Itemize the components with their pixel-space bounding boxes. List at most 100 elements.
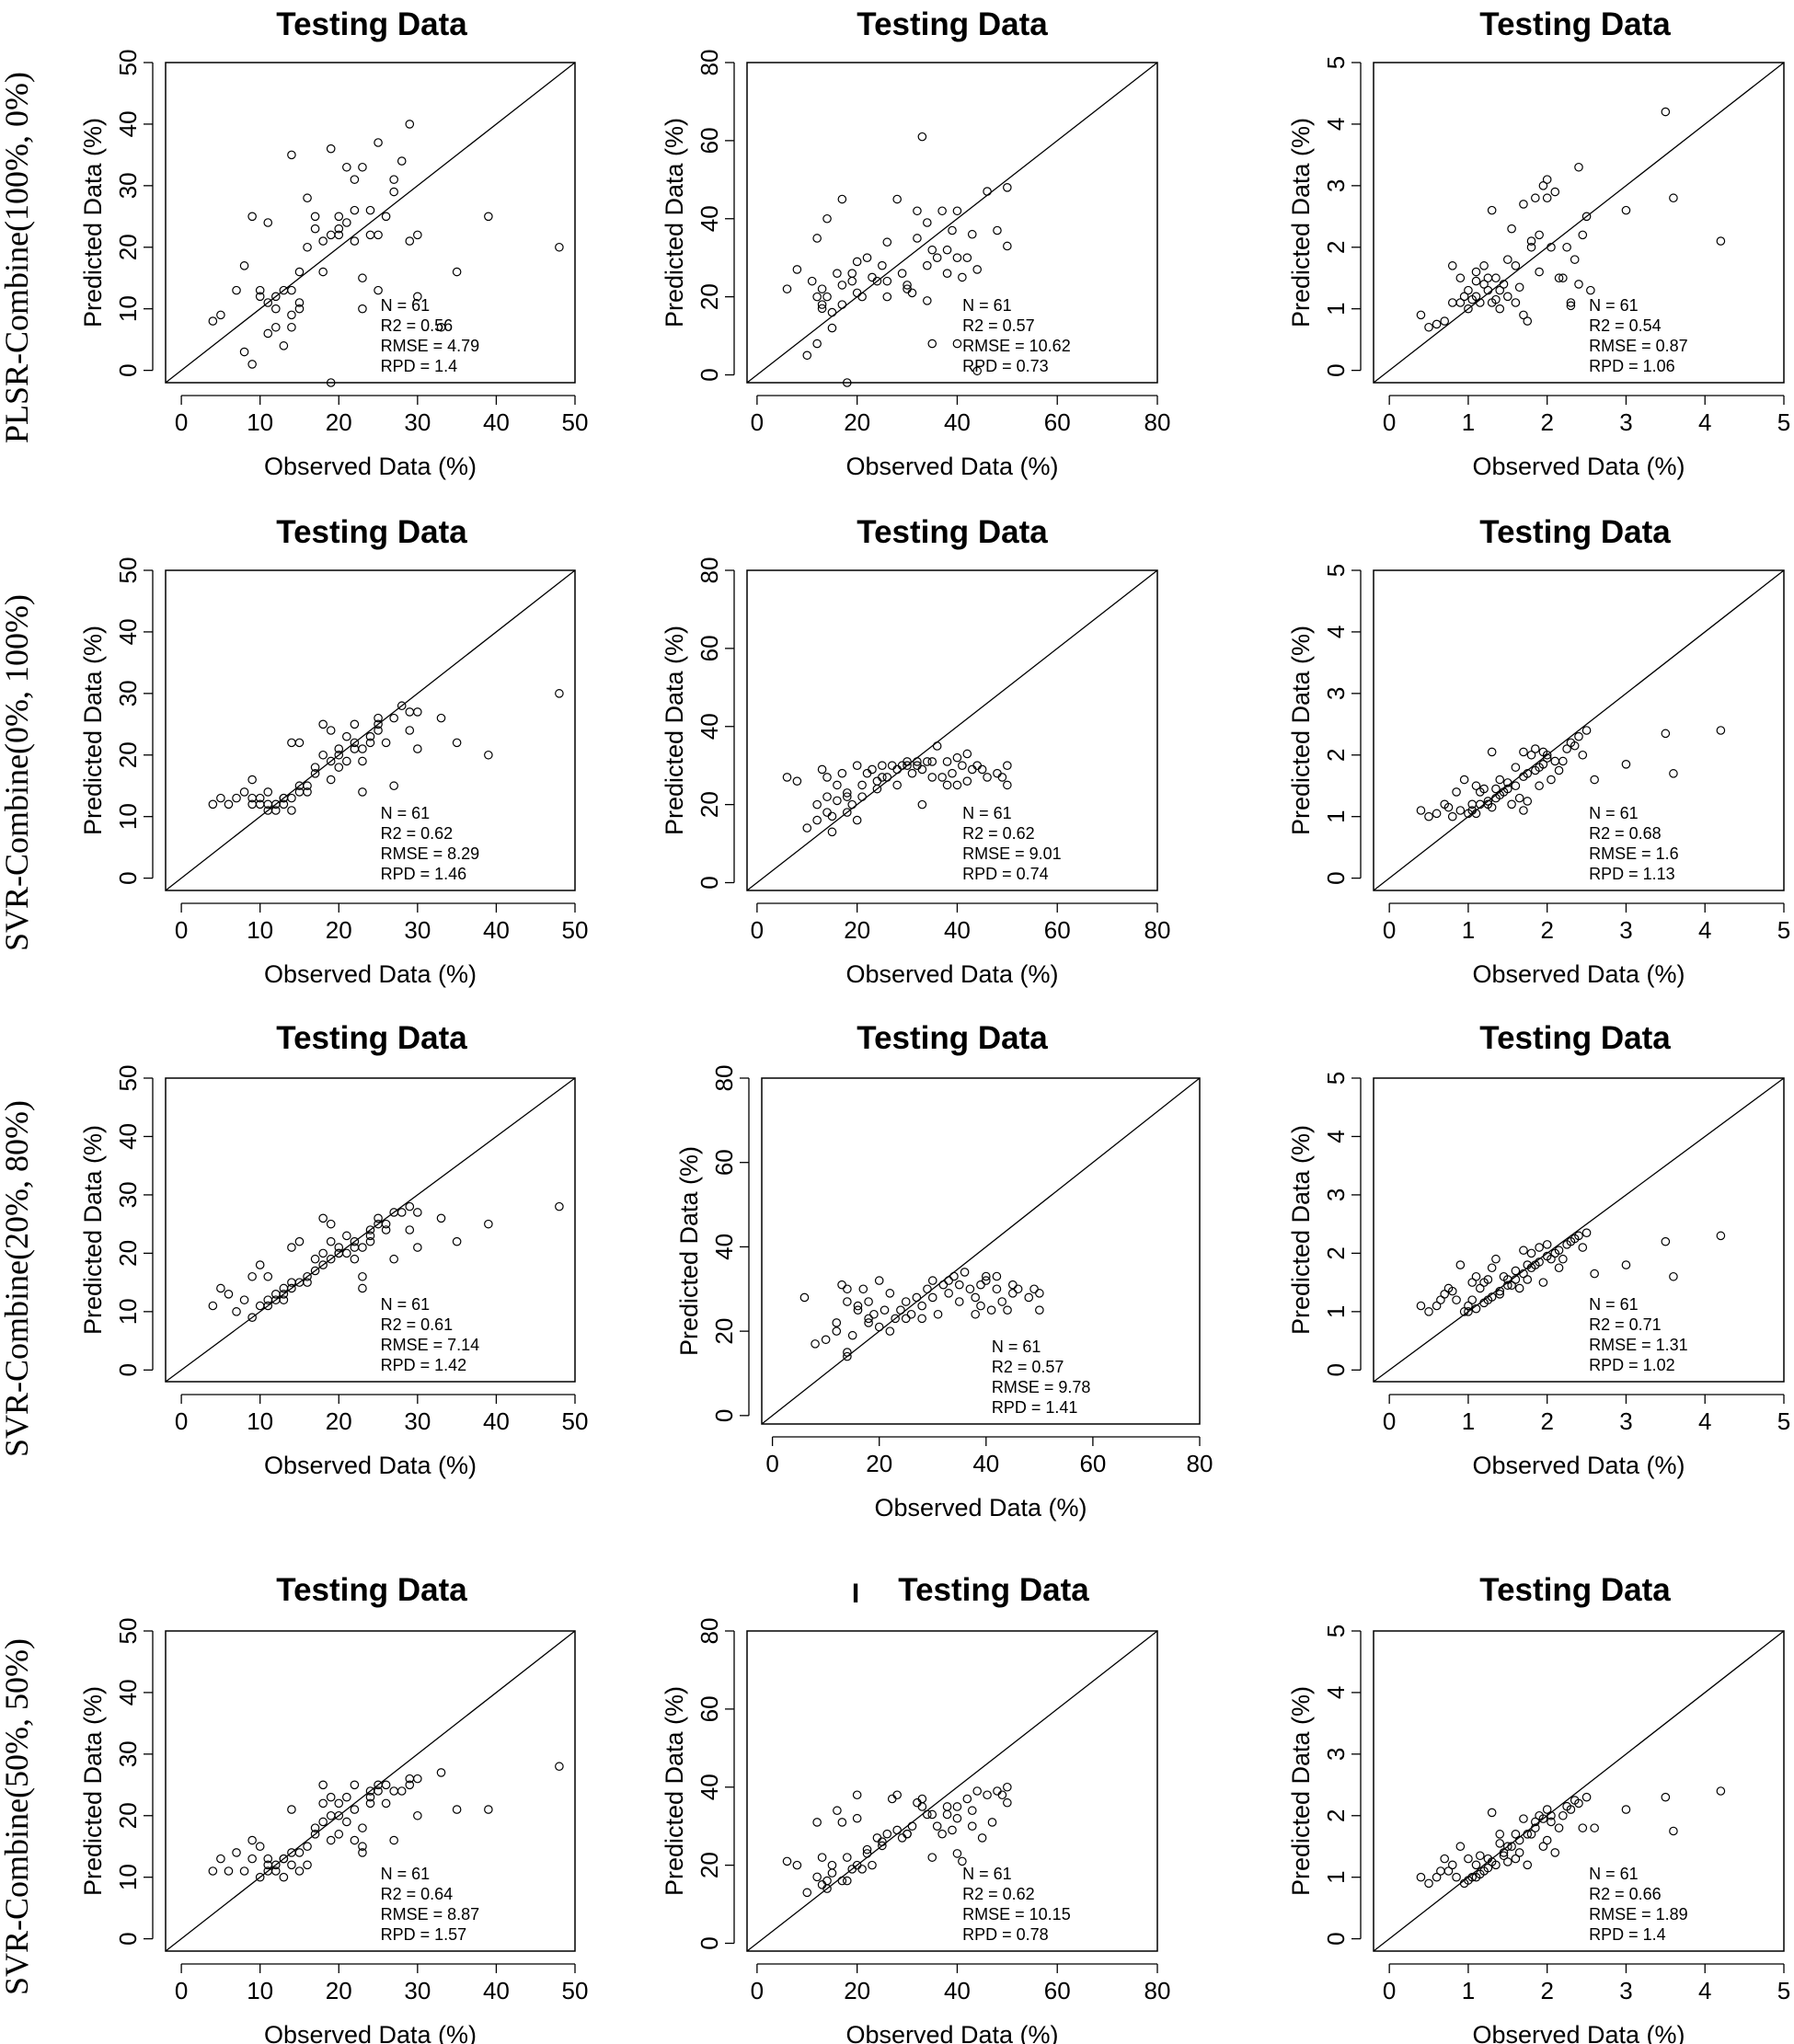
data-point xyxy=(358,1243,367,1252)
data-point xyxy=(413,230,422,240)
stat-line: N = 61 xyxy=(992,1338,1041,1356)
data-point xyxy=(1475,1869,1485,1879)
data-point xyxy=(822,808,832,817)
data-point xyxy=(1511,1275,1521,1284)
data-point xyxy=(1455,298,1466,307)
data-point xyxy=(318,1213,328,1223)
data-point xyxy=(812,799,822,810)
data-point xyxy=(255,1301,265,1311)
data-point xyxy=(1424,322,1433,332)
y-tick-label: 30 xyxy=(114,1181,142,1208)
data-point xyxy=(484,1805,493,1814)
data-point xyxy=(1570,741,1580,751)
x-axis-label: Observed Data (%) xyxy=(264,453,477,480)
data-point xyxy=(413,744,422,753)
data-point xyxy=(1479,280,1489,289)
data-point xyxy=(1029,1284,1039,1294)
data-point xyxy=(263,1301,273,1311)
chart-panel-8: Testing Data 0 20 40 60 80 Observed Data (%) 0 2… xyxy=(675,1020,1213,1522)
data-point xyxy=(927,339,937,349)
y-tick-label: 60 xyxy=(696,1695,723,1722)
data-point xyxy=(1008,1280,1018,1290)
data-point xyxy=(1495,1286,1505,1296)
y-axis-label: Predicted Data (%) xyxy=(1287,626,1315,835)
x-tick-label: 40 xyxy=(944,1977,971,2004)
data-point xyxy=(287,285,296,295)
data-point xyxy=(954,1297,964,1306)
data-point xyxy=(452,1236,462,1246)
stat-line: R2 = 0.56 xyxy=(381,316,454,335)
chart-panel-5: Testing Data 0 20 40 60 80 Observed Data (%) 0 2… xyxy=(661,514,1170,988)
y-tick-label: 40 xyxy=(710,1234,738,1260)
data-point xyxy=(837,768,847,778)
data-point xyxy=(287,738,296,748)
data-point xyxy=(857,1865,867,1874)
data-point xyxy=(1581,726,1592,735)
data-point xyxy=(303,242,312,252)
data-point xyxy=(923,1284,932,1294)
x-tick-label: 10 xyxy=(247,1977,273,2004)
data-point xyxy=(822,292,832,302)
data-point xyxy=(405,1780,415,1790)
y-tick-label: 20 xyxy=(696,1852,723,1878)
data-point xyxy=(965,1284,975,1294)
data-point xyxy=(334,224,344,234)
data-point xyxy=(1487,747,1497,757)
data-point xyxy=(927,773,937,782)
x-tick-label: 4 xyxy=(1698,1977,1711,2004)
plot-frame xyxy=(746,569,1158,891)
data-point xyxy=(837,300,847,309)
data-point xyxy=(833,269,842,278)
data-point xyxy=(1558,1810,1568,1820)
y-tick-label: 0 xyxy=(114,1363,142,1376)
stat-line: RMSE = 10.62 xyxy=(962,337,1071,355)
data-point xyxy=(938,1280,949,1290)
data-point xyxy=(807,276,817,286)
data-point xyxy=(208,1866,218,1876)
data-point xyxy=(452,267,462,277)
data-point xyxy=(413,1810,422,1820)
data-point xyxy=(1471,267,1481,277)
y-tick-label: 10 xyxy=(114,1298,142,1325)
data-point xyxy=(1574,731,1583,741)
data-point xyxy=(942,245,952,255)
data-point xyxy=(1440,316,1449,326)
data-point xyxy=(862,253,872,262)
data-point xyxy=(913,757,922,766)
data-point xyxy=(1562,744,1571,753)
data-point xyxy=(1523,1275,1533,1284)
x-axis-label: Observed Data (%) xyxy=(264,2021,477,2044)
data-point xyxy=(555,1762,564,1772)
x-axis-label: Observed Data (%) xyxy=(845,453,1058,480)
data-point xyxy=(334,212,344,222)
x-tick-label: 4 xyxy=(1698,1407,1711,1435)
y-tick-label: 4 xyxy=(1322,1130,1350,1143)
y-tick-label: 40 xyxy=(114,110,142,137)
data-point xyxy=(1483,1275,1493,1284)
x-tick-label: 2 xyxy=(1540,408,1553,436)
data-point xyxy=(878,260,887,270)
data-point xyxy=(997,1297,1007,1306)
data-point xyxy=(452,738,462,748)
data-point xyxy=(1495,775,1505,785)
data-point xyxy=(1443,802,1454,812)
data-point xyxy=(1554,1823,1564,1832)
data-point xyxy=(958,761,967,770)
data-point xyxy=(1535,781,1544,791)
data-point xyxy=(1503,1842,1512,1852)
x-tick-label: 0 xyxy=(1383,408,1396,436)
data-point xyxy=(287,793,296,803)
data-point xyxy=(358,1283,367,1293)
data-point xyxy=(1538,181,1548,190)
data-point xyxy=(1475,1851,1485,1861)
x-tick-label: 0 xyxy=(175,916,188,944)
plot-frame xyxy=(1373,569,1785,891)
data-point xyxy=(358,162,367,172)
x-tick-label: 10 xyxy=(247,916,273,944)
data-point xyxy=(1471,781,1481,791)
data-point xyxy=(954,1280,964,1290)
x-tick-label: 5 xyxy=(1777,1407,1790,1435)
data-point xyxy=(271,322,281,332)
data-point xyxy=(1669,193,1678,203)
row-label-4: SVR-Combine(50%, 50%) xyxy=(0,1638,35,1995)
